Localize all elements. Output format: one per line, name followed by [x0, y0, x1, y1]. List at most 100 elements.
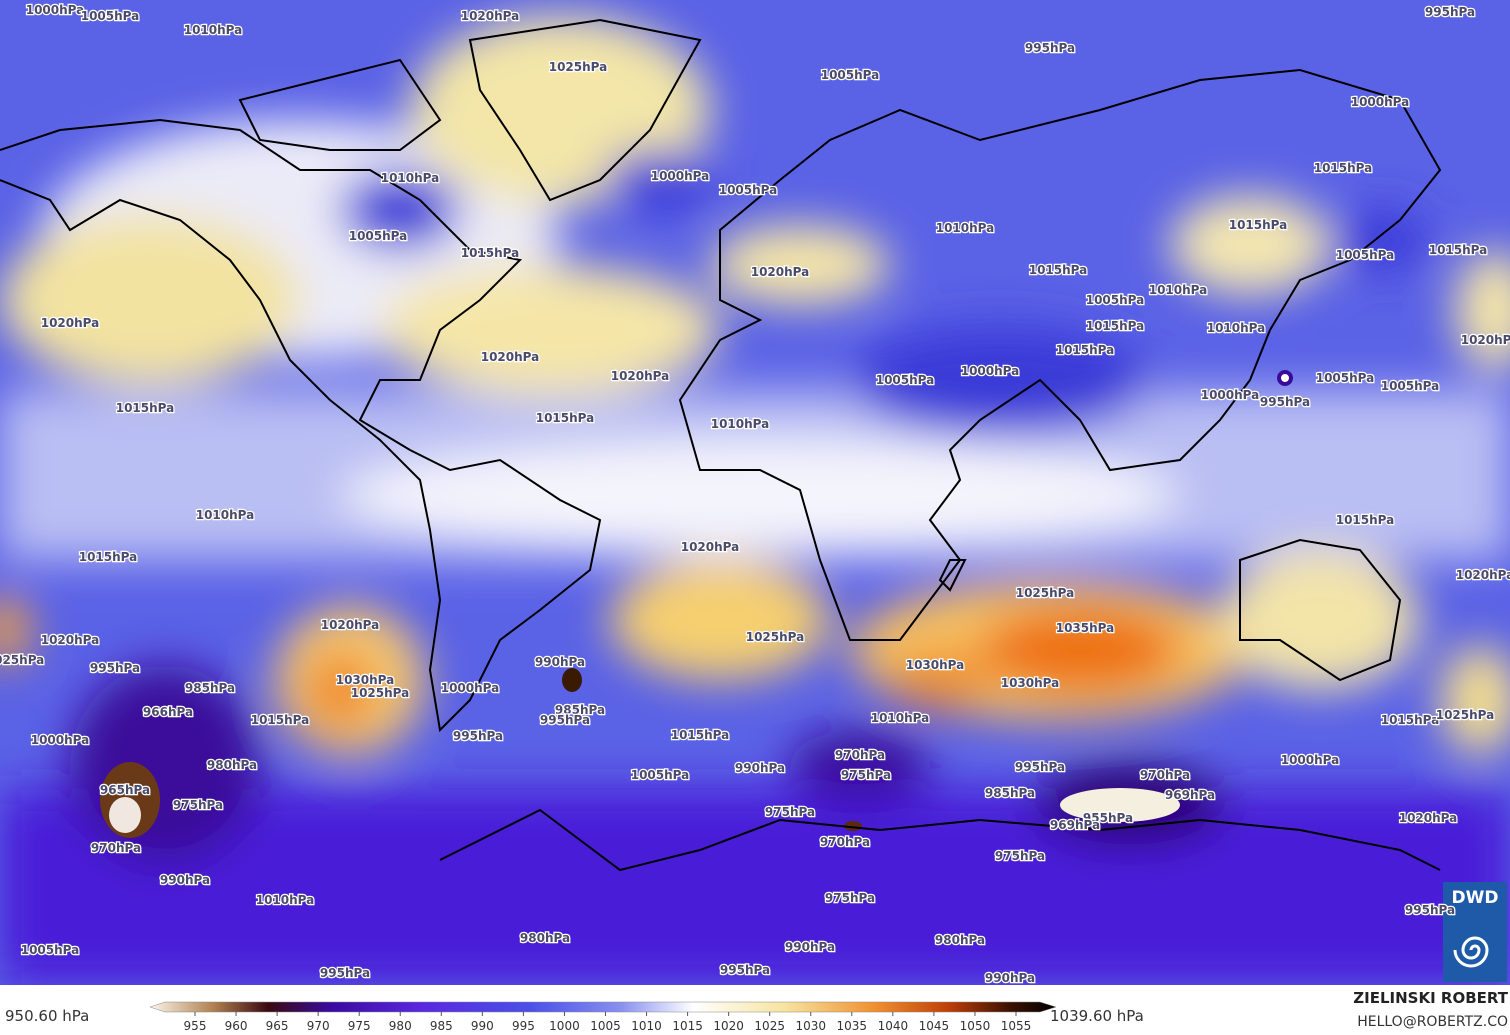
isobar-label: 1010hPa [196, 508, 255, 522]
isobar-label: 1010hPa [184, 23, 243, 37]
isobar-label: 1005hPa [821, 68, 880, 82]
author: ZIELINSKI ROBERT [1353, 989, 1508, 1007]
isobar-label: 1010hPa [1149, 283, 1208, 297]
isobar-label: 1005hPa [1086, 293, 1145, 307]
isobar-label: 995hPa [1025, 41, 1075, 55]
isobar-label: 985hPa [985, 786, 1035, 800]
isobar-label: 995hPa [320, 966, 370, 980]
isobar-label: 965hPa [100, 783, 150, 797]
isobar-label: 975hPa [173, 798, 223, 812]
isobar-label: 1005hPa [1336, 248, 1395, 262]
colorbar-tick-label: 1050 [960, 1019, 991, 1033]
typhoon [1277, 370, 1293, 386]
colorbar-tick-label: 1045 [919, 1019, 950, 1033]
isobar-label: 1025hPa [1436, 708, 1495, 722]
isobar-label: 1005hPa [1381, 379, 1440, 393]
isobar-label: 995hPa [1405, 903, 1455, 917]
isobar-label: 1015hPa [1314, 161, 1373, 175]
isobar-label: 1025hPa [351, 686, 410, 700]
colorbar-tick-label: 960 [225, 1019, 248, 1033]
isobar-label: 995hPa [453, 729, 503, 743]
colorbar [149, 1001, 1057, 1013]
isobar-label: 1015hPa [1229, 218, 1288, 232]
isobar-label: 1020hPa [481, 350, 540, 364]
isobar-label: 969hPa [1050, 818, 1100, 832]
colorbar-tick-label: 990 [471, 1019, 494, 1033]
low-core [109, 797, 141, 833]
isobar-label: 1020hPa [1399, 811, 1458, 825]
isobar-label: 995hPa [90, 661, 140, 675]
isobar-label: 1000hPa [1201, 388, 1260, 402]
isobar-label: 1015hPa [671, 728, 730, 742]
logo-text: DWD [1452, 888, 1499, 908]
isobar-label: 1035hPa [1056, 621, 1115, 635]
colorbar-max: 1039.60 hPa [1050, 1007, 1144, 1025]
colorbar-tick-label: 970 [307, 1019, 330, 1033]
isobar-label: 1015hPa [461, 246, 520, 260]
isobar-label: 995hPa [1425, 5, 1475, 19]
isobar-label: 995hPa [1260, 395, 1310, 409]
isobar-label: 1020hPa [461, 9, 520, 23]
isobar-label: 1020hPa [611, 369, 670, 383]
colorbar-tick-label: 985 [430, 1019, 453, 1033]
isobar-label: 990hPa [535, 655, 585, 669]
isobar-label: 1015hPa [1029, 263, 1088, 277]
isobar-label: 975hPa [995, 849, 1045, 863]
isobar-label: 1005hPa [719, 183, 778, 197]
isobar-label: 1030hPa [336, 673, 395, 687]
colorbar-tick-label: 955 [184, 1019, 207, 1033]
isobar-label: 980hPa [935, 933, 985, 947]
colorbar-tick-label: 975 [348, 1019, 371, 1033]
isobar-label: 970hPa [1140, 768, 1190, 782]
isobar-label: 1020hPa [41, 316, 100, 330]
dwd-logo-spiral [1453, 936, 1489, 968]
isobar-label: 995hPa [1015, 760, 1065, 774]
isobar-label: 1020hPa [681, 540, 740, 554]
isobar-label: 1010hPa [381, 171, 440, 185]
colorbar-tick-label: 1025 [754, 1019, 785, 1033]
isobar-label: 990hPa [985, 971, 1035, 985]
isobar-label: 970hPa [91, 841, 141, 855]
colorbar-tick-label: 980 [389, 1019, 412, 1033]
isobar-label: 1020hPa [41, 633, 100, 647]
isobar-label: 1030hPa [906, 658, 965, 672]
colorbar-min: 950.60 hPa [5, 1007, 89, 1025]
isobar-label: 1010hPa [871, 711, 930, 725]
isobar-label: 1020hPa [1461, 333, 1510, 347]
isobar-label: 1025hPa [746, 630, 805, 644]
colorbar-tick-label: 1035 [837, 1019, 868, 1033]
isobar-label: 1005hPa [21, 943, 80, 957]
isobar-label: 1010hPa [1207, 321, 1266, 335]
isobar-label: 1020hPa [1456, 568, 1510, 582]
colorbar-tick-label: 1000 [549, 1019, 580, 1033]
isobar-label: 1025hPa [549, 60, 608, 74]
coastlines [0, 18, 1442, 872]
colorbar-tick-label: 995 [512, 1019, 535, 1033]
isobar-label: 1000hPa [961, 364, 1020, 378]
isobar-label: 1005hPa [631, 768, 690, 782]
isobar-label: 1000hPa [441, 681, 500, 695]
isobar-label: 1020hPa [751, 265, 810, 279]
colorbar-tick-label: 965 [266, 1019, 289, 1033]
isobar-label: 1015hPa [1336, 513, 1395, 527]
isobar-label: 1000hPa [651, 169, 710, 183]
isobar-label: 975hPa [765, 805, 815, 819]
isobar-label: 1005hPa [876, 373, 935, 387]
isobar-label: 990hPa [735, 761, 785, 775]
colorbar-tick-label: 1015 [672, 1019, 703, 1033]
isobar-label: 1010hPa [936, 221, 995, 235]
colorbar-tick-label: 1010 [631, 1019, 662, 1033]
isobar-label: 985hPa [555, 703, 605, 717]
isobar-label: 990hPa [785, 940, 835, 954]
isobar-label: 1000hPa [26, 3, 85, 17]
isobar-label: 980hPa [520, 931, 570, 945]
isobar-label: 1025hPa [0, 653, 44, 667]
isobar-label: 1020hPa [321, 618, 380, 632]
isobar-label: 1030hPa [1001, 676, 1060, 690]
isobar-label: 1015hPa [536, 411, 595, 425]
isobar-label: 966hPa [143, 705, 193, 719]
colorbar-tick-label: 1055 [1001, 1019, 1032, 1033]
isobar-label: 970hPa [835, 748, 885, 762]
isobar-label: 1015hPa [116, 401, 175, 415]
